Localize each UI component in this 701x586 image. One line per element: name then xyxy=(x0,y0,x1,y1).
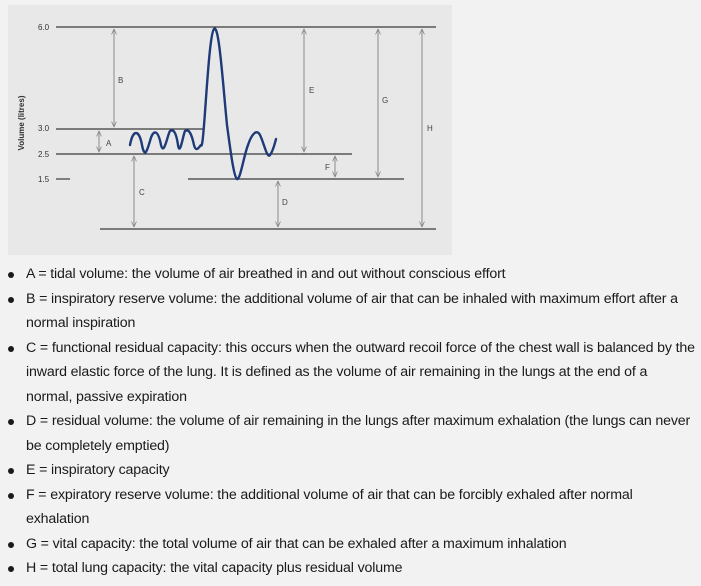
tick-label-3-0: 3.0 xyxy=(38,124,50,133)
tick-label-1-5: 1.5 xyxy=(38,175,50,184)
label-f: F xyxy=(325,163,330,172)
label-h: H xyxy=(427,124,433,133)
lung-volume-diagram: Volume (litres) 6.0 3.0 2.5 1.5 A B C D … xyxy=(8,5,452,255)
definition-item-e: E = inspiratory capacity xyxy=(0,458,701,483)
tick-label-6-0: 6.0 xyxy=(38,23,50,32)
definition-item-c: C = functional residual capacity: this o… xyxy=(0,336,701,410)
definition-item-b: B = inspiratory reserve volume: the addi… xyxy=(0,287,701,336)
diagram-svg: Volume (litres) 6.0 3.0 2.5 1.5 A B C D … xyxy=(17,23,436,230)
definitions-list: A = tidal volume: the volume of air brea… xyxy=(0,262,701,581)
y-axis-label: Volume (litres) xyxy=(17,95,26,150)
label-g: G xyxy=(382,96,388,105)
definition-item-d: D = residual volume: the volume of air r… xyxy=(0,409,701,458)
definition-item-h: H = total lung capacity: the vital capac… xyxy=(0,556,701,581)
tick-label-2-5: 2.5 xyxy=(38,150,50,159)
label-d: D xyxy=(282,198,288,207)
breathing-waveform xyxy=(128,27,278,181)
label-c: C xyxy=(139,188,145,197)
definition-item-g: G = vital capacity: the total volume of … xyxy=(0,532,701,557)
label-a: A xyxy=(106,139,112,148)
label-b: B xyxy=(118,76,123,85)
label-e: E xyxy=(309,86,314,95)
definition-item-f: F = expiratory reserve volume: the addit… xyxy=(0,483,701,532)
definition-item-a: A = tidal volume: the volume of air brea… xyxy=(0,262,701,287)
